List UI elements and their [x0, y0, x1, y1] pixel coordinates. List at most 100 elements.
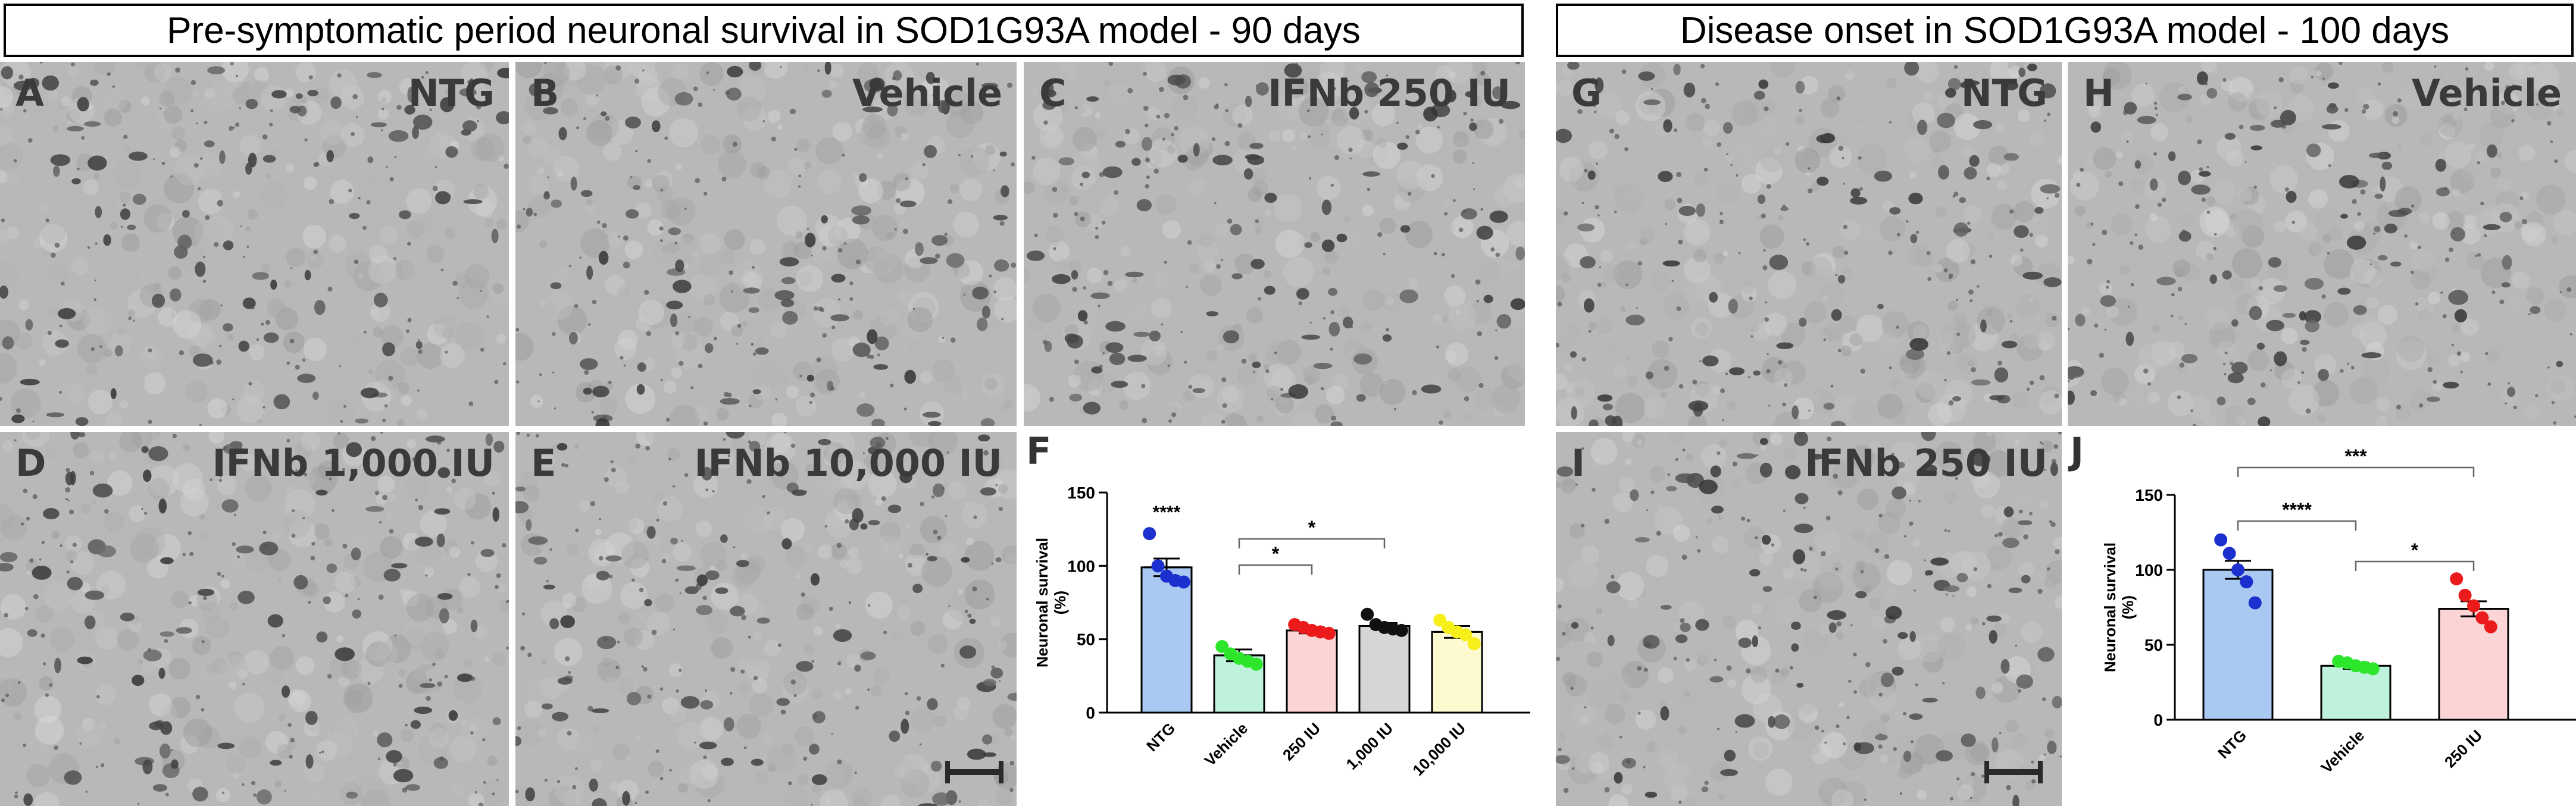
panel-b-micrograph: B Vehicle: [515, 62, 1017, 426]
panel-h-micrograph: H Vehicle: [2068, 62, 2576, 426]
y-tick-label: 50: [1077, 631, 1095, 649]
chart-panel-letter: F: [1026, 429, 1052, 473]
bar: [2202, 569, 2274, 721]
tissue-texture: [0, 62, 509, 426]
panel-c-micrograph: C IFNb 250 IU: [1024, 62, 1525, 426]
panel-letter: C: [1039, 71, 1067, 115]
panel-group-label: IFNb 250 IU: [1268, 71, 1511, 115]
data-point: [1215, 640, 1229, 653]
x-tick-label: 250 IU: [1279, 719, 1324, 764]
left-section-title: Pre-symptomatic period neuronal survival…: [4, 4, 1524, 57]
significance-label: *: [2411, 540, 2419, 561]
panel-group-label: IFNb 1,000 IU: [212, 441, 495, 485]
y-tick-label: 150: [2135, 486, 2163, 504]
y-tick-label: 50: [2144, 636, 2163, 654]
chart-j-plot: 0 50 100 150 Neuronal survival(%) NTG Vehicle 2…: [2101, 446, 2576, 777]
panel-d-micrograph: D IFNb 1,000 IU: [0, 432, 509, 806]
significance-label: ****: [1153, 503, 1181, 522]
panel-e-micrograph: E IFNb 10,000 IU: [515, 432, 1017, 806]
tissue-texture: [2068, 62, 2576, 426]
chart-f-plot: 0 50 100 150 Neuronal survival(%) NTG Vehicle 2…: [1033, 484, 1530, 779]
significance-label: *: [1272, 543, 1280, 564]
data-point: [2248, 596, 2262, 610]
data-point: [1322, 626, 1336, 640]
panel-letter: B: [531, 71, 559, 115]
panel-g-micrograph: G NTG: [1556, 62, 2062, 426]
tissue-texture: [1556, 62, 2062, 426]
tissue-texture: [1024, 62, 1525, 426]
data-point: [2467, 599, 2480, 613]
data-point: [1467, 637, 1481, 651]
data-point: [1151, 559, 1165, 573]
data-point: [1459, 628, 1473, 642]
data-point: [2231, 563, 2244, 576]
data-point: [1143, 527, 1156, 541]
data-point: [2214, 533, 2228, 547]
data-point: [2484, 620, 2497, 633]
y-tick-label: 150: [1067, 484, 1095, 502]
panel-letter: A: [15, 71, 44, 115]
scale-bar: [1984, 761, 2043, 783]
x-tick-label: 10,000 IU: [1409, 719, 1469, 779]
chart-f: F 0 50 100 150 Neuronal survival(%) NTG Vehicl…: [1018, 428, 1553, 806]
y-tick-label: 100: [2135, 561, 2163, 579]
y-tick-label: 0: [1086, 704, 1095, 722]
data-point: [2366, 662, 2380, 676]
significance-bracket: [2237, 466, 2475, 477]
bar: [1358, 625, 1411, 714]
panel-group-label: IFNb 10,000 IU: [694, 441, 1002, 485]
x-tick-label: Vehicle: [1201, 719, 1252, 770]
data-point: [1361, 607, 1374, 621]
panel-group-label: Vehicle: [2411, 71, 2562, 115]
data-point: [2475, 611, 2489, 625]
panel-group-label: NTG: [408, 71, 495, 115]
chart-panel-letter: J: [2070, 429, 2084, 473]
panel-group-label: NTG: [1961, 71, 2047, 115]
x-tick-label: Vehicle: [2318, 726, 2368, 777]
significance-bracket: [1238, 538, 1386, 548]
tissue-texture: [515, 432, 1017, 806]
data-point: [1249, 657, 1263, 671]
significance-bracket: [1238, 564, 1313, 575]
y-axis-label: Neuronal survival(%): [1033, 538, 1069, 667]
panel-group-label: Vehicle: [852, 71, 1002, 115]
right-section-title: Disease onset in SOD1G93A model - 100 da…: [1556, 4, 2574, 57]
panel-group-label: IFNb 250 IU: [1805, 441, 2047, 485]
significance-label: ***: [2344, 446, 2367, 467]
significance-bracket: [2237, 520, 2357, 531]
panel-letter: I: [1571, 441, 1586, 485]
y-axis-label: Neuronal survival(%): [2101, 542, 2137, 672]
panel-i-micrograph: I IFNb 250 IU: [1556, 432, 2062, 806]
x-tick-label: NTG: [1143, 719, 1178, 755]
data-point: [2458, 588, 2472, 602]
significance-bracket: [2355, 560, 2475, 571]
panel-a-micrograph: A NTG: [0, 62, 509, 426]
bar: [1140, 566, 1193, 714]
y-tick-label: 0: [2153, 711, 2163, 729]
significance-label: *: [1308, 517, 1316, 538]
data-point: [1395, 623, 1408, 637]
bar: [2438, 608, 2509, 721]
chart-j: J 0 50 100 150 Neuronal survival(%) NTG Vehicl…: [2068, 428, 2576, 806]
panel-letter: D: [15, 441, 46, 485]
tissue-texture: [515, 62, 1017, 426]
right-title-text: Disease onset in SOD1G93A model - 100 da…: [1680, 10, 2450, 51]
bar: [2320, 664, 2391, 721]
data-point: [2450, 572, 2464, 586]
data-point: [2240, 575, 2253, 589]
panel-letter: H: [2083, 71, 2114, 115]
tissue-texture: [0, 432, 509, 806]
bar: [1286, 629, 1338, 714]
significance-label: ****: [2282, 499, 2312, 520]
left-title-text: Pre-symptomatic period neuronal survival…: [167, 10, 1361, 51]
x-tick-label: 1,000 IU: [1343, 719, 1397, 773]
panel-letter: E: [531, 441, 557, 485]
y-tick-label: 100: [1067, 557, 1095, 575]
tissue-texture: [1556, 432, 2062, 806]
x-tick-label: NTG: [2214, 726, 2250, 762]
scale-bar: [945, 761, 1003, 783]
data-point: [2222, 547, 2236, 560]
x-tick-label: 250 IU: [2441, 726, 2486, 771]
data-point: [1433, 613, 1447, 627]
panel-letter: G: [1571, 71, 1602, 115]
